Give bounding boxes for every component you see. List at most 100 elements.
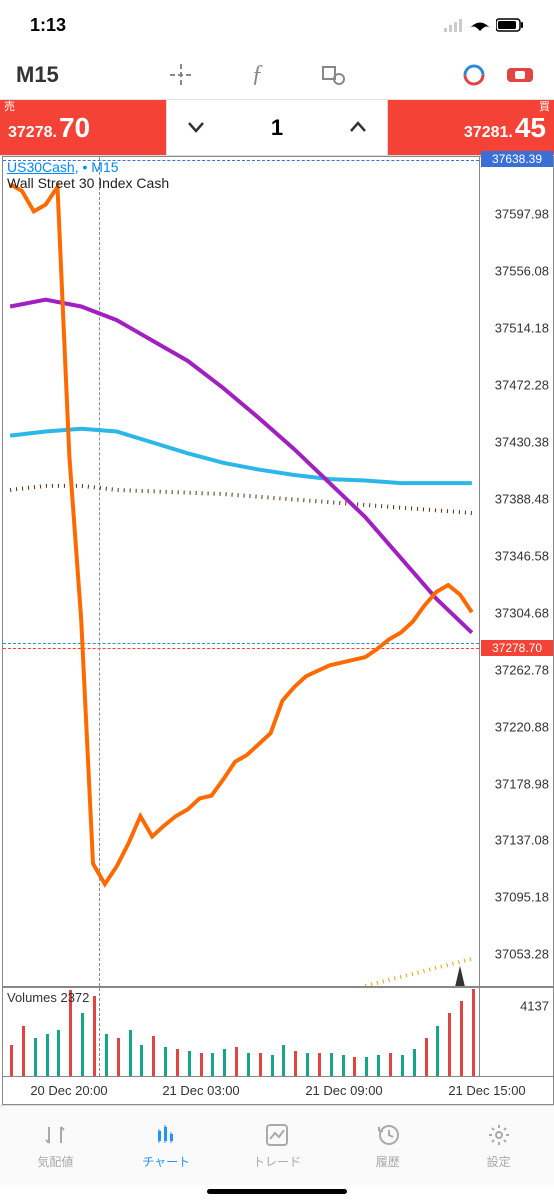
toolbar: M15 ƒ (0, 50, 554, 100)
current-price-badge: 37278.70 (481, 640, 553, 656)
y-tick: 37346.58 (495, 548, 549, 563)
volume-bar (247, 1053, 250, 1076)
volume-bar (377, 1055, 380, 1076)
volume-bar (342, 1055, 345, 1076)
y-tick: 37220.88 (495, 719, 549, 734)
nav-label: 履歴 (376, 1153, 400, 1170)
status-icons (444, 18, 524, 32)
y-tick: 37388.48 (495, 491, 549, 506)
volume-bar (93, 996, 96, 1076)
x-tick: 21 Dec 09:00 (305, 1083, 382, 1098)
volume-bar (460, 1001, 463, 1076)
nav-trade[interactable]: トレード (222, 1121, 333, 1170)
trade-panel-button[interactable] (502, 66, 538, 84)
nav-label: チャート (142, 1153, 190, 1170)
objects-button[interactable] (315, 64, 351, 86)
chart-area[interactable]: US30Cash, • M15 Wall Street 30 Index Cas… (0, 156, 554, 1105)
volume-bar (57, 1030, 60, 1076)
y-tick: 37304.68 (495, 605, 549, 620)
lot-selector: 1 (166, 100, 388, 155)
volume-bar (436, 1026, 439, 1076)
y-tick: 37178.98 (495, 776, 549, 791)
y-axis[interactable]: 37597.98 37556.08 37514.18 37472.28 37430.38… (479, 157, 553, 986)
y-tick: 37053.28 (495, 947, 549, 962)
buy-button[interactable]: 買 37281.45 (388, 100, 554, 155)
nav-label: トレード (253, 1153, 301, 1170)
volume-bar (81, 1013, 84, 1076)
chart-icon (152, 1121, 180, 1149)
volume-bar (413, 1049, 416, 1076)
y-tick: 37095.18 (495, 890, 549, 905)
volume-bar (117, 1038, 120, 1076)
volume-bar (282, 1045, 285, 1076)
volume-bar (200, 1053, 203, 1076)
y-tick: 37430.38 (495, 434, 549, 449)
battery-icon (496, 18, 524, 32)
volume-bar (211, 1053, 214, 1076)
home-indicator (207, 1189, 347, 1194)
x-axis[interactable]: 20 Dec 20:00 21 Dec 03:00 21 Dec 09:00 21 D… (2, 1077, 554, 1105)
plot-zone[interactable] (3, 157, 479, 986)
volume-bar (448, 1013, 451, 1076)
nav-label: 設定 (487, 1153, 511, 1170)
quotes-icon (41, 1121, 69, 1149)
x-tick: 21 Dec 03:00 (162, 1083, 239, 1098)
volume-bar (425, 1038, 428, 1076)
nav-quotes[interactable]: 気配値 (0, 1121, 111, 1170)
volume-bar (129, 1030, 132, 1076)
y-tick: 37556.08 (495, 264, 549, 279)
settings-icon (485, 1121, 513, 1149)
volume-bar (365, 1057, 368, 1076)
volume-bar (188, 1051, 191, 1076)
volume-bar (235, 1047, 238, 1076)
y-tick: 37472.28 (495, 377, 549, 392)
buy-label: 買 (539, 102, 550, 113)
volume-bar (46, 1034, 49, 1076)
volume-panel[interactable]: Volumes 2372 4137 (2, 987, 554, 1077)
y-tick: 37597.98 (495, 207, 549, 222)
nav-history[interactable]: 履歴 (332, 1121, 443, 1170)
volume-bar (152, 1036, 155, 1076)
volume-bar (105, 1034, 108, 1076)
price-chart[interactable]: US30Cash, • M15 Wall Street 30 Index Cas… (2, 156, 554, 987)
symbol-label: US30Cash, (7, 159, 79, 175)
lot-decrease-button[interactable] (187, 116, 205, 139)
signal-icon (444, 18, 464, 32)
timeframe-button[interactable]: M15 (16, 62, 59, 88)
sell-button[interactable]: 売 37278.70 (0, 100, 166, 155)
chart-type-button[interactable] (456, 64, 492, 86)
trade-icon (263, 1121, 291, 1149)
volume-bar (389, 1053, 392, 1076)
high-price-badge: 37638.39 (481, 151, 553, 167)
volume-bar (401, 1055, 404, 1076)
volume-bar (318, 1053, 321, 1076)
volume-bar (306, 1053, 309, 1076)
volume-bar (176, 1049, 179, 1076)
y-tick: 37262.78 (495, 662, 549, 677)
nav-chart[interactable]: チャート (111, 1121, 222, 1170)
volume-bar (34, 1038, 37, 1076)
lot-increase-button[interactable] (349, 116, 367, 139)
status-bar: 1:13 (0, 0, 554, 50)
volume-bar (22, 1026, 25, 1076)
x-tick: 21 Dec 15:00 (448, 1083, 525, 1098)
timeframe-label: • M15 (82, 159, 118, 175)
lot-value[interactable]: 1 (271, 115, 283, 141)
volume-bar (164, 1047, 167, 1076)
sell-int: 37278. (8, 124, 57, 142)
volume-axis: 4137 (479, 988, 553, 1076)
volume-label: Volumes 2372 (7, 990, 89, 1005)
volume-bar (10, 1045, 13, 1076)
volume-tick: 4137 (520, 998, 549, 1013)
nav-label: 気配値 (37, 1153, 73, 1170)
volume-bar (223, 1049, 226, 1076)
indicator-button[interactable]: ƒ (239, 61, 275, 88)
volume-bar (271, 1055, 274, 1076)
x-tick: 20 Dec 20:00 (30, 1083, 107, 1098)
volume-bar (472, 989, 475, 1076)
history-icon (374, 1121, 402, 1149)
crosshair-button[interactable] (163, 64, 199, 86)
chart-subtitle: Wall Street 30 Index Cash (7, 175, 169, 191)
nav-settings[interactable]: 設定 (443, 1121, 554, 1170)
y-tick: 37514.18 (495, 320, 549, 335)
